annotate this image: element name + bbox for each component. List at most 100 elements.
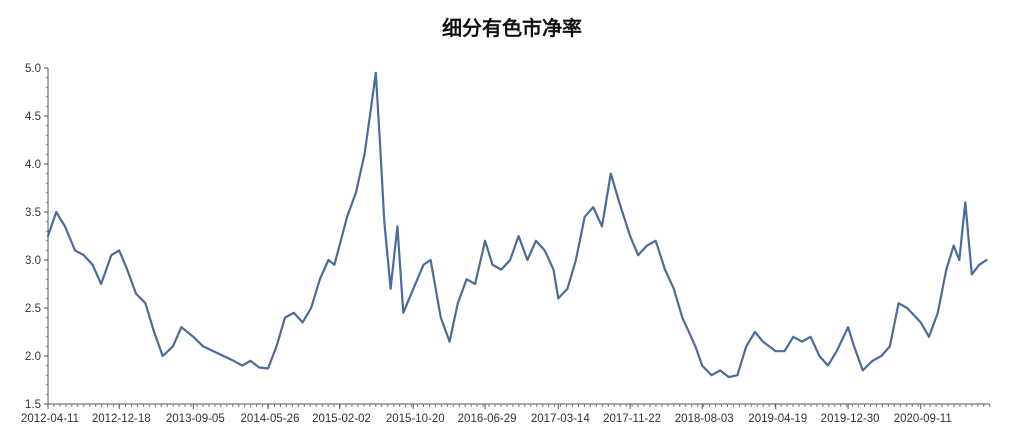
data-point <box>402 311 405 314</box>
data-point <box>637 254 639 257</box>
data-point <box>681 316 684 319</box>
data-point <box>284 316 286 319</box>
data-point <box>110 254 113 257</box>
data-point <box>369 115 371 117</box>
data-point <box>792 335 795 338</box>
data-point <box>192 335 195 338</box>
data-point <box>310 307 312 309</box>
data-point <box>557 297 560 300</box>
data-point <box>928 335 930 338</box>
data-point <box>800 340 803 343</box>
data-point <box>970 273 973 276</box>
y-tick-label: 2.5 <box>25 303 41 315</box>
data-point <box>880 355 883 357</box>
data-point <box>500 268 503 271</box>
data-point <box>888 345 891 348</box>
data-point <box>719 369 721 372</box>
x-tick-label: 2019-12-30 <box>821 413 880 425</box>
data-point <box>82 254 85 257</box>
data-point <box>654 239 657 242</box>
data-point <box>952 244 955 247</box>
x-tick-label: 2017-11-22 <box>603 413 661 425</box>
y-tick-label: 1.5 <box>25 399 41 411</box>
x-tick-label: 2013-09-05 <box>166 413 225 425</box>
data-point <box>774 350 777 353</box>
data-point <box>985 259 988 261</box>
data-point <box>100 283 102 285</box>
x-tick-label: 2012-04-11 <box>21 413 79 425</box>
data-point <box>55 211 58 213</box>
data-point <box>618 201 621 204</box>
data-point <box>396 225 399 228</box>
data-point <box>355 191 357 194</box>
data-point <box>126 268 129 271</box>
series-line <box>46 71 988 379</box>
data-point <box>448 340 451 343</box>
y-tick-label: 2.0 <box>25 351 41 363</box>
y-tick-label: 3.5 <box>25 207 41 219</box>
data-point <box>552 268 555 271</box>
data-point <box>333 263 336 266</box>
data-point <box>429 259 432 261</box>
data-point <box>871 359 874 362</box>
data-point <box>609 172 612 175</box>
data-point <box>491 263 494 266</box>
data-point <box>346 215 348 218</box>
data-point <box>275 345 278 348</box>
data-point <box>745 345 748 348</box>
data-point <box>172 345 174 348</box>
data-point <box>202 345 205 348</box>
x-tick-label: 2016-06-29 <box>458 413 517 425</box>
data-point <box>809 335 812 338</box>
data-point <box>906 307 908 309</box>
data-point <box>319 278 321 281</box>
data-point <box>212 350 215 353</box>
data-point <box>646 244 648 247</box>
data-point <box>249 359 252 362</box>
data-point <box>47 235 49 237</box>
data-point <box>575 259 577 261</box>
data-point <box>694 345 697 348</box>
data-point <box>566 287 569 290</box>
data-point <box>374 71 377 74</box>
data-point <box>517 235 520 237</box>
data-point <box>258 366 261 369</box>
data-point <box>601 225 603 228</box>
data-point <box>222 355 225 357</box>
data-point <box>267 367 269 370</box>
data-point <box>64 225 66 228</box>
data-point <box>783 350 786 353</box>
data-point <box>465 278 468 281</box>
x-tick-label: 2012-12-18 <box>92 413 151 425</box>
data-point <box>180 326 183 329</box>
data-point <box>736 374 739 377</box>
data-point <box>690 335 692 338</box>
data-point <box>422 263 425 266</box>
data-point <box>835 350 838 353</box>
data-point <box>292 311 295 314</box>
data-point <box>338 244 341 247</box>
data-point <box>383 220 386 223</box>
x-tick-label: 2015-02-02 <box>312 413 371 425</box>
data-point <box>945 268 948 271</box>
x-tick-label: 2020-09-11 <box>894 413 952 425</box>
data-point <box>379 143 381 146</box>
data-point <box>853 345 855 348</box>
data-point <box>958 259 961 261</box>
chart-title: 细分有色市净率 <box>442 16 582 40</box>
data-point <box>964 201 967 204</box>
x-tick-label: 2014-05-26 <box>241 413 300 425</box>
data-point <box>629 235 631 237</box>
data-point <box>509 259 511 261</box>
data-point <box>363 153 366 156</box>
data-point <box>672 287 675 290</box>
data-point <box>161 355 164 357</box>
data-point <box>583 215 586 218</box>
data-point <box>474 283 476 285</box>
data-point <box>710 374 713 377</box>
data-point <box>827 364 829 367</box>
data-point <box>153 331 156 333</box>
axes: 1.5 2.0 2.5 3.0 3.5 4.0 4.5 5.0 2012-04-11 2012-1… <box>21 63 991 425</box>
data-point <box>91 263 94 266</box>
